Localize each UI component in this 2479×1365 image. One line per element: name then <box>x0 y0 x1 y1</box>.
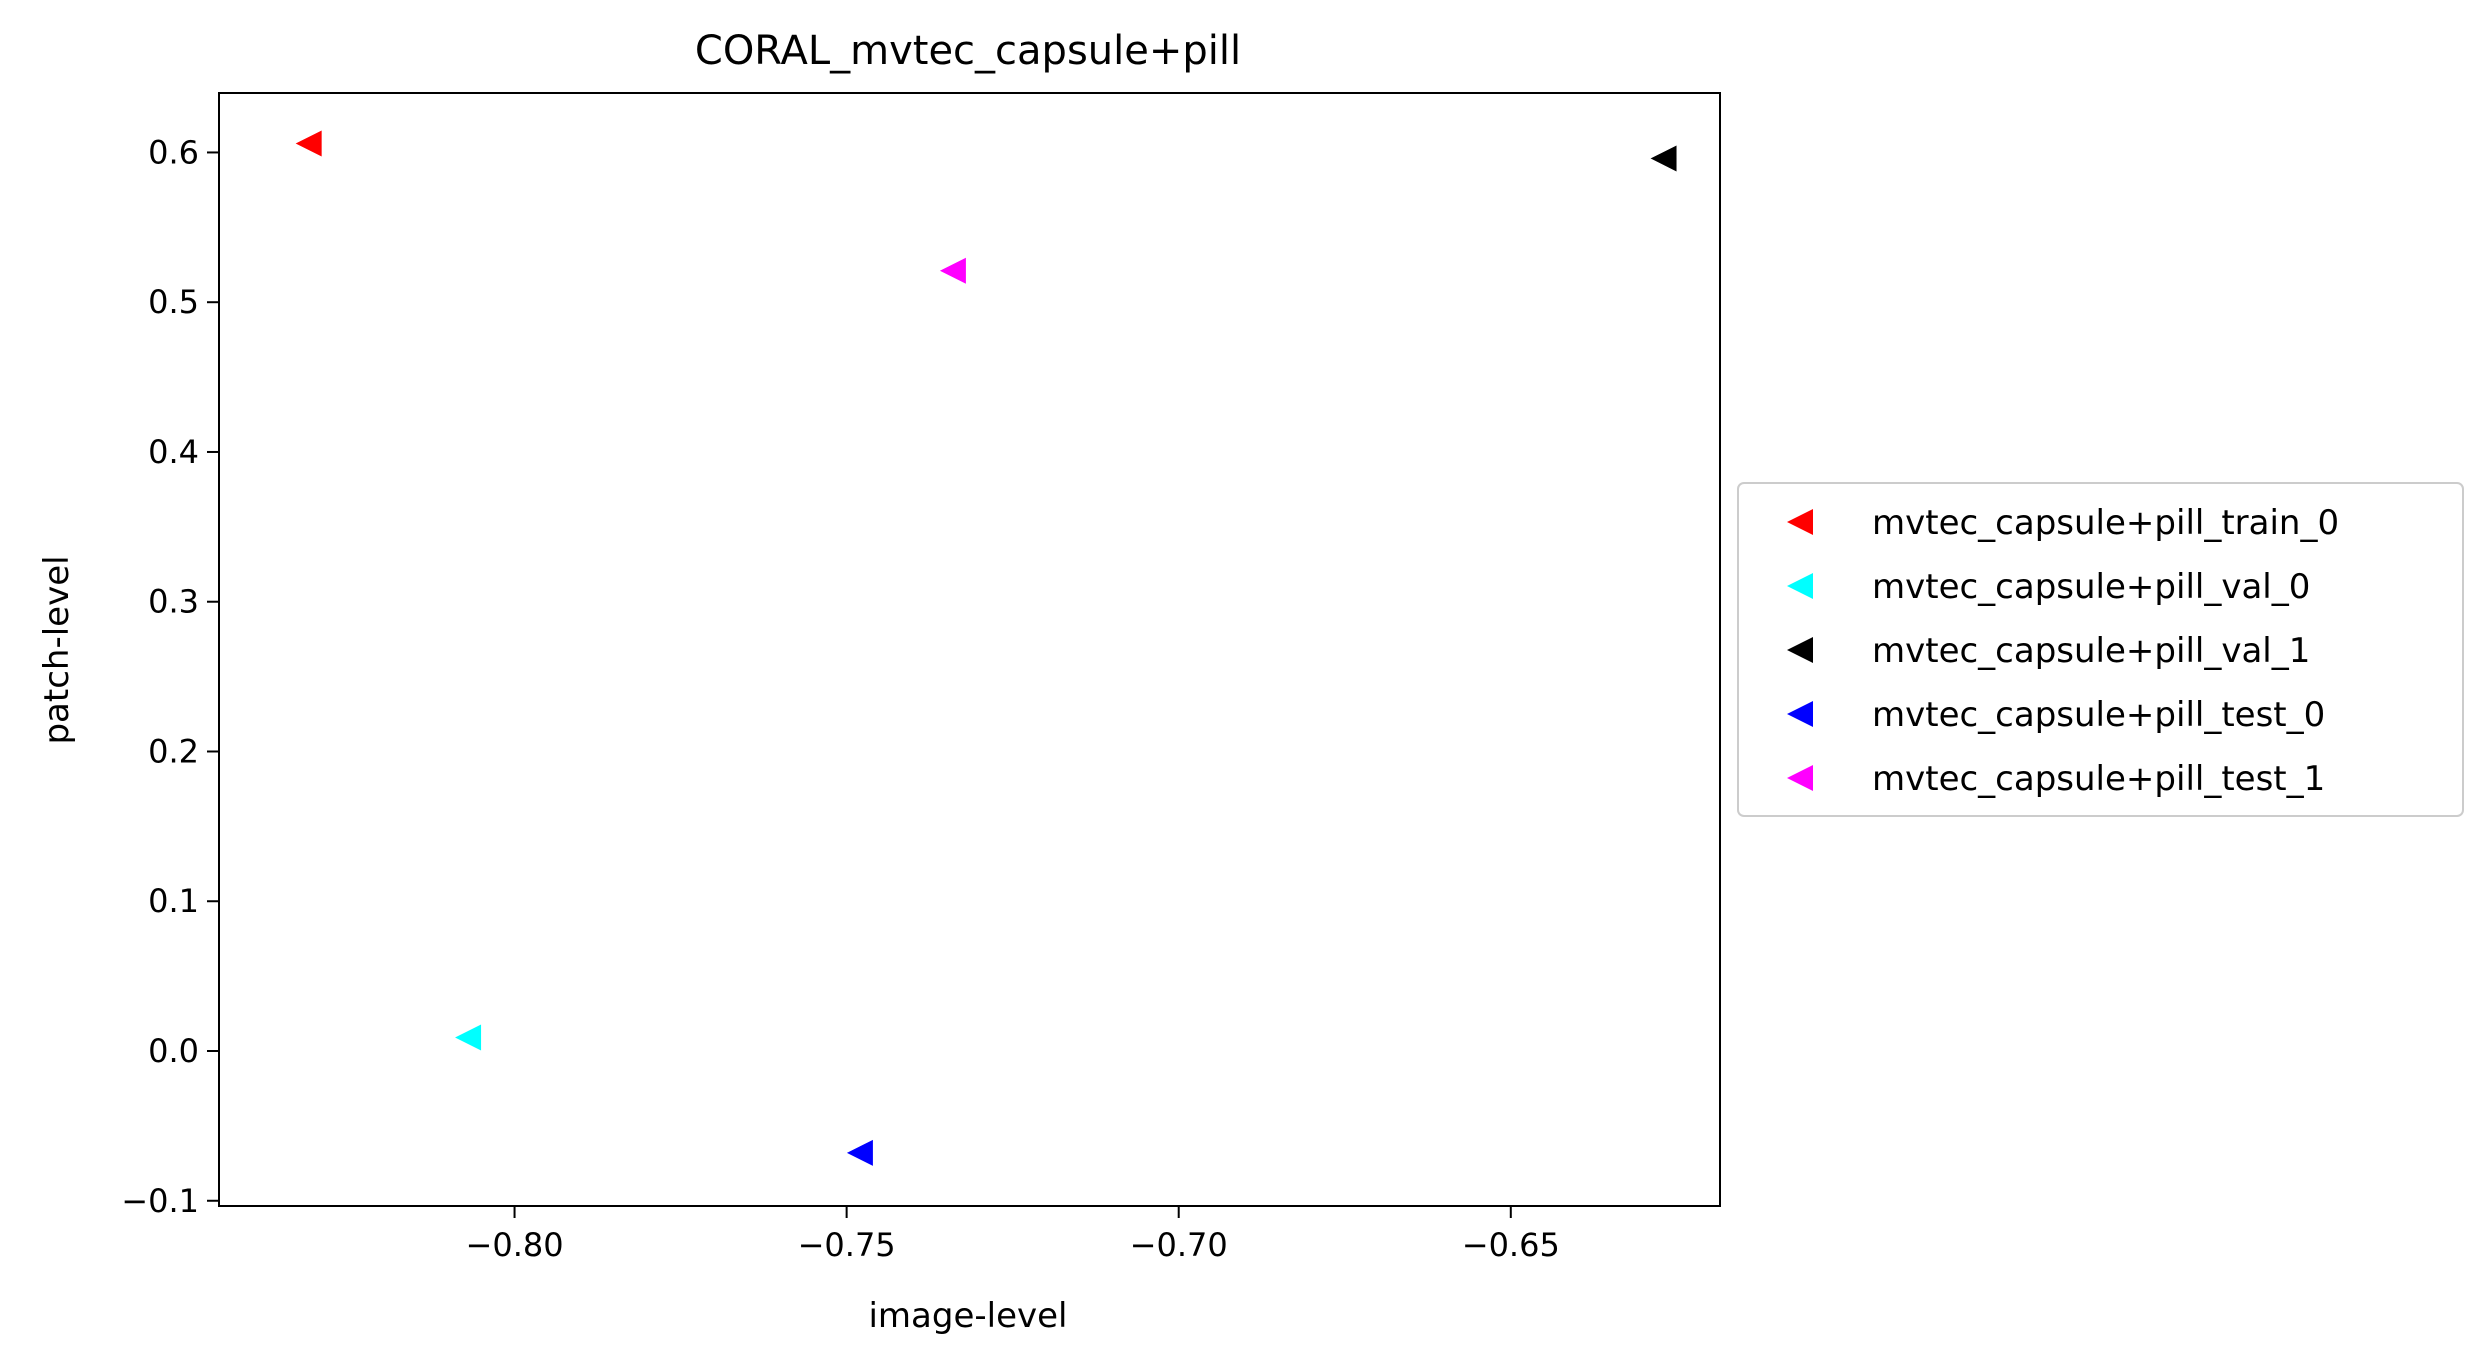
data-point-mvtec_capsule+pill_val_1 <box>1650 145 1677 172</box>
data-point-mvtec_capsule+pill_train_0 <box>295 130 322 157</box>
y-tick-label: 0.1 <box>148 882 199 920</box>
legend-marker <box>1787 573 1813 599</box>
legend-label: mvtec_capsule+pill_val_0 <box>1872 567 2310 607</box>
legend-label: mvtec_capsule+pill_test_1 <box>1872 759 2325 799</box>
x-tick-label: −0.75 <box>798 1226 896 1264</box>
legend-label: mvtec_capsule+pill_test_0 <box>1872 695 2325 735</box>
y-axis-label: patch-level <box>37 555 77 744</box>
x-tick-label: −0.70 <box>1130 1226 1228 1264</box>
y-axis: −0.1 0.0 0.1 0.2 0.3 0.4 0.5 0.6 <box>121 133 219 1220</box>
x-axis-label: image-level <box>868 1296 1067 1336</box>
x-axis: −0.80 −0.75 −0.70 −0.65 <box>466 1206 1560 1264</box>
legend-frame <box>1737 482 2464 817</box>
plot-area-frame <box>218 92 1721 1207</box>
y-tick-label: −0.1 <box>121 1182 199 1220</box>
data-point-mvtec_capsule+pill_test_0 <box>846 1139 873 1166</box>
y-tick-label: 0.6 <box>148 133 199 171</box>
legend-marker <box>1787 637 1813 663</box>
legend-label: mvtec_capsule+pill_val_1 <box>1872 631 2310 671</box>
legend-marker <box>1787 765 1813 791</box>
legend-marker <box>1787 509 1813 535</box>
y-tick-label: 0.2 <box>148 732 199 770</box>
y-tick-label: 0.0 <box>148 1032 199 1070</box>
legend: mvtec_capsule+pill_train_0 mvtec_capsule+… <box>1737 482 2464 817</box>
chart-title: CORAL_mvtec_capsule+pill <box>695 28 1241 74</box>
y-tick-label: 0.4 <box>148 433 199 471</box>
data-point-mvtec_capsule+pill_test_1 <box>939 257 966 284</box>
data-points <box>295 130 1677 1166</box>
y-tick-label: 0.5 <box>148 283 199 321</box>
legend-marker <box>1787 701 1813 727</box>
legend-label: mvtec_capsule+pill_train_0 <box>1872 503 2339 543</box>
y-tick-label: 0.3 <box>148 583 199 621</box>
x-tick-label: −0.80 <box>466 1226 564 1264</box>
x-tick-label: −0.65 <box>1462 1226 1560 1264</box>
data-point-mvtec_capsule+pill_val_0 <box>455 1024 482 1051</box>
